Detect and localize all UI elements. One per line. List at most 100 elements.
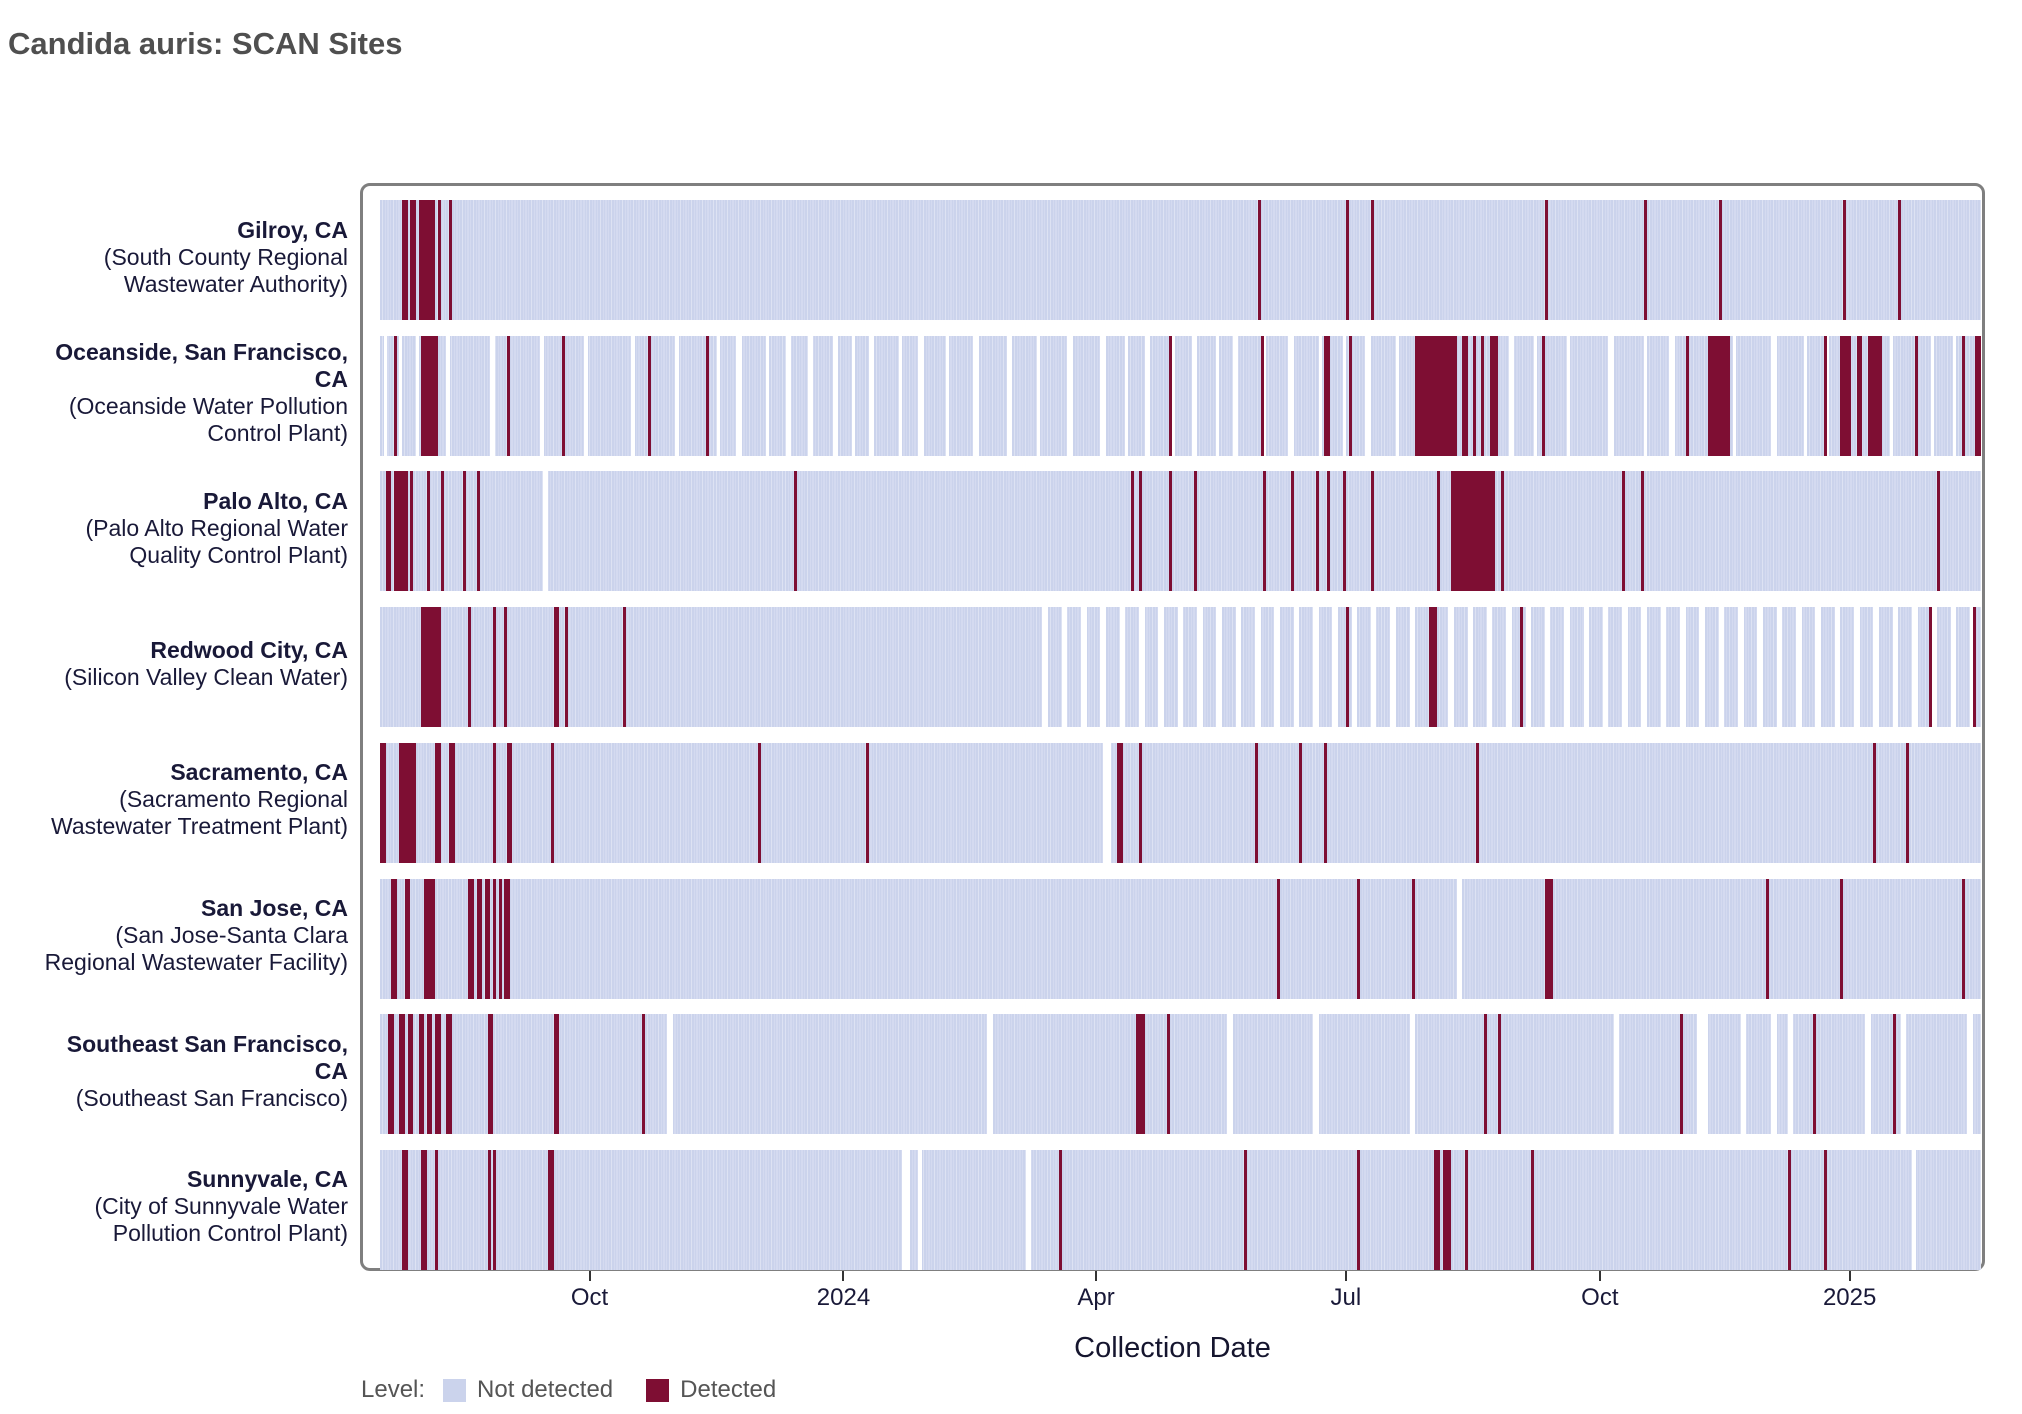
x-tick-mark (1848, 1271, 1851, 1281)
detected-mark (1324, 742, 1328, 863)
detected-mark (1531, 1149, 1535, 1270)
x-tick-label: Oct (570, 1284, 609, 1311)
no-sample-gap (1854, 607, 1860, 728)
x-tick-mark (1344, 1271, 1347, 1281)
detected-mark (1243, 1149, 1247, 1270)
detected-mark (1428, 607, 1438, 728)
no-sample-gap (1351, 607, 1358, 728)
x-tick-label: 2025 (1822, 1284, 1877, 1311)
no-sample-gap (1718, 607, 1725, 728)
no-sample-gap (785, 335, 792, 456)
no-sample-gap (1873, 607, 1879, 728)
no-sample-gap (1216, 335, 1220, 456)
detected-mark (1451, 471, 1496, 592)
detected-mark (1315, 471, 1319, 592)
detected-mark (446, 1014, 452, 1135)
no-sample-gap (1467, 607, 1474, 728)
detected-mark (421, 1149, 427, 1270)
detected-mark (1544, 878, 1554, 999)
no-sample-gap (1036, 335, 1040, 456)
site-facility: (Southeast San Francisco) (75, 1084, 348, 1111)
site-label: Sunnyvale, CA (City of Sunnyvale Water Po… (43, 1147, 348, 1267)
no-sample-gap (1680, 607, 1686, 728)
detected-mark (1840, 335, 1852, 456)
site-label: Sacramento, CA (Sacramento Regional Waste… (43, 740, 348, 860)
no-sample-gap (1967, 1014, 1973, 1135)
detected-mark (1263, 471, 1267, 592)
detected-mark (380, 742, 386, 863)
site-facility: (San Jose-Santa Clara Regional Wastewate… (44, 922, 348, 975)
detected-mark (1975, 335, 1981, 456)
detected-mark (487, 1014, 494, 1135)
detected-mark (484, 878, 491, 999)
detected-mark (1139, 471, 1143, 592)
detected-mark (504, 607, 508, 728)
no-sample-gap (918, 335, 924, 456)
no-sample-gap (1409, 607, 1416, 728)
detected-mark (1685, 335, 1689, 456)
x-tick-mark (842, 1271, 845, 1281)
no-sample-gap (1293, 607, 1300, 728)
no-sample-gap (1931, 335, 1935, 456)
no-sample-gap (1641, 607, 1647, 728)
no-sample-gap (1771, 1014, 1777, 1135)
site-name: Sacramento, CA (170, 759, 348, 786)
no-sample-gap (1892, 607, 1899, 728)
site-label: Gilroy, CA (South County Regional Wastewa… (43, 197, 348, 317)
detected-mark (1462, 335, 1468, 456)
no-sample-gap (832, 335, 839, 456)
no-sample-gap (1332, 607, 1338, 728)
detected-mark (385, 471, 392, 592)
detected-mark (1823, 335, 1827, 456)
x-tick-label: 2024 (816, 1284, 871, 1311)
detected-mark (1370, 471, 1374, 592)
detected-mark (1644, 200, 1648, 320)
detected-mark (407, 1014, 414, 1135)
site-facility: (City of Sunnyvale Water Pollution Contr… (94, 1193, 348, 1247)
no-sample-gap (1608, 335, 1614, 456)
detected-mark (1936, 471, 1940, 592)
no-sample-gap (1255, 607, 1261, 728)
detected-mark (553, 607, 560, 728)
site-row-band (363, 471, 1982, 592)
site-label: Redwood City, CA (Silicon Valley Clean Wa… (43, 604, 348, 724)
no-sample-gap (1564, 607, 1570, 728)
detected-mark (437, 200, 441, 320)
detected-mark (1260, 335, 1264, 456)
detected-mark (493, 878, 497, 999)
detected-mark (1166, 1014, 1170, 1135)
detected-mark (435, 1014, 441, 1135)
site-row-band (363, 1149, 1982, 1270)
detected-mark (1718, 200, 1722, 320)
detected-mark (468, 878, 474, 999)
no-sample-gap (1312, 1014, 1319, 1135)
site-facility: (Palo Alto Regional Water Quality Contro… (85, 514, 348, 568)
not-detected-segment (380, 878, 1981, 999)
no-sample-gap (1566, 335, 1570, 456)
site-name: Oceanside, San Francisco, CA (55, 338, 348, 392)
no-sample-gap (1486, 607, 1493, 728)
no-sample-gap (1506, 607, 1512, 728)
no-sample-gap (1738, 607, 1744, 728)
legend-label-not-detected: Not detected (477, 1376, 614, 1403)
no-sample-gap (490, 335, 495, 456)
detected-mark (487, 1149, 491, 1270)
detected-mark (504, 878, 510, 999)
detected-mark (1484, 1014, 1488, 1135)
detected-mark (1500, 471, 1504, 592)
x-tick-label: Apr (1077, 1284, 1115, 1311)
detected-mark (1117, 742, 1123, 863)
detected-mark (399, 1014, 405, 1135)
detected-mark (1914, 335, 1918, 456)
no-sample-gap (1796, 607, 1802, 728)
site-row-band (363, 878, 1982, 999)
no-sample-gap (540, 335, 545, 456)
detected-mark (1765, 878, 1769, 999)
no-sample-gap (1969, 607, 1976, 728)
no-sample-gap (1644, 335, 1648, 456)
x-tick-mark (588, 1271, 591, 1281)
detected-mark (1277, 878, 1281, 999)
x-axis-title: Collection Date (1074, 1332, 1271, 1364)
no-sample-gap (542, 471, 549, 592)
site-name: Southeast San Francisco, CA (66, 1030, 348, 1084)
